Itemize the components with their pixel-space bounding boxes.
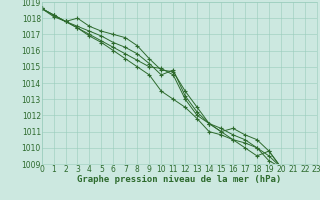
X-axis label: Graphe pression niveau de la mer (hPa): Graphe pression niveau de la mer (hPa) <box>77 175 281 184</box>
